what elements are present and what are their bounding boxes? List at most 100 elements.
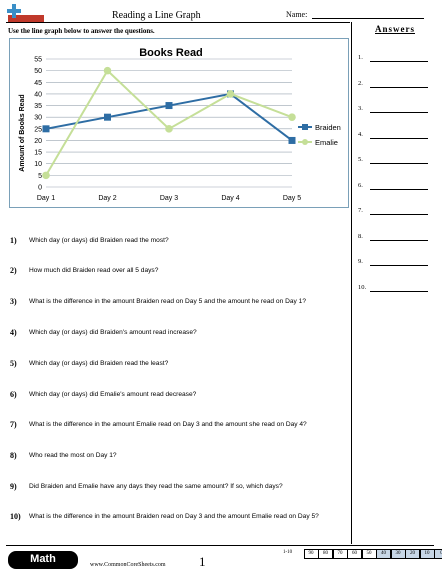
- data-point-emalie: [226, 90, 235, 98]
- score-box: 90: [303, 549, 319, 559]
- y-tick-label: 10: [34, 161, 42, 168]
- score-box: 10: [419, 549, 435, 559]
- score-box: 0: [434, 549, 442, 559]
- question-text: What is the difference in the amount Ema…: [29, 421, 307, 428]
- question-text: What is the difference in the amount Bra…: [29, 298, 306, 305]
- score-box: 30: [390, 549, 406, 559]
- x-tick-label: Day 3: [160, 195, 178, 202]
- answer-number: 2.: [358, 79, 363, 87]
- legend-label: Emalie: [315, 138, 338, 147]
- data-point-emalie: [103, 66, 112, 75]
- data-point-braiden: [42, 125, 50, 133]
- data-point-braiden: [104, 113, 111, 121]
- question-text: Did Braiden and Emalie have any days the…: [29, 483, 283, 490]
- data-point-braiden: [165, 102, 173, 110]
- answer-number: 3.: [358, 105, 363, 112]
- data-point-braiden: [288, 136, 296, 144]
- chart-title: Books Read: [139, 47, 203, 59]
- question-number: 1): [10, 236, 17, 245]
- answer-number: 1.: [358, 54, 363, 61]
- answers-title: Answers: [375, 24, 415, 34]
- legend-marker: [302, 139, 308, 145]
- x-tick-label: Day 1: [37, 195, 55, 202]
- y-tick-label: 55: [34, 57, 42, 64]
- y-axis-label: Amount of Books Read: [19, 94, 26, 171]
- y-tick-label: 0: [38, 185, 42, 192]
- score-box: 20: [405, 549, 420, 559]
- header-divider: [6, 22, 350, 23]
- question-text: Which day (or days) did Emalie's amount …: [29, 391, 197, 398]
- answer-line[interactable]: [370, 61, 428, 62]
- math-badge: Math: [8, 551, 78, 569]
- y-tick-label: 35: [34, 103, 42, 110]
- answer-line[interactable]: [370, 137, 428, 139]
- answer-line[interactable]: [370, 163, 428, 164]
- question-number: 6): [10, 390, 17, 399]
- legend-marker: [302, 124, 308, 130]
- answer-number: 6.: [358, 181, 363, 189]
- question-number: 9): [10, 482, 17, 491]
- score-box: 40: [376, 549, 391, 559]
- answer-line[interactable]: [370, 214, 428, 215]
- site-url: www.CommonCoreSheets.com: [90, 562, 166, 568]
- answer-line[interactable]: [370, 290, 428, 292]
- answer-number: 9.: [358, 258, 363, 265]
- x-tick-label: Day 2: [98, 195, 116, 202]
- question-text: How much did Braiden read over all 5 day…: [29, 267, 159, 274]
- answer-line[interactable]: [370, 86, 428, 88]
- y-tick-label: 50: [34, 68, 42, 75]
- question-number: 4): [10, 328, 17, 337]
- answer-line[interactable]: [370, 112, 428, 113]
- answer-line[interactable]: [370, 188, 428, 190]
- instructions: Use the line graph below to answer the q…: [8, 27, 155, 35]
- question-text: Who read the most on Day 1?: [29, 452, 117, 459]
- question-text: Which day (or days) did Braiden's amount…: [29, 329, 197, 336]
- answer-number: 5.: [358, 156, 363, 163]
- name-field-line[interactable]: [312, 18, 424, 19]
- y-tick-label: 15: [34, 150, 42, 157]
- worksheet-title: Reading a Line Graph: [112, 10, 201, 21]
- question-text: Which day (or days) did Braiden read the…: [29, 360, 169, 367]
- subject-label: Math: [30, 553, 56, 565]
- answer-number: 4.: [358, 130, 363, 138]
- question-number: 10): [10, 512, 21, 521]
- question-number: 2): [10, 266, 17, 275]
- y-tick-label: 5: [38, 173, 42, 180]
- answer-line[interactable]: [370, 265, 428, 266]
- books-read-line-chart: 0 5 10 15 20 25 30 35 40 45 50 55 Day 1 Day 2 Day 3 Da…: [19, 47, 341, 202]
- score-box: 60: [347, 549, 362, 559]
- answer-number: 10.: [358, 283, 367, 291]
- data-point-emalie: [165, 125, 173, 133]
- question-number: 5): [10, 359, 17, 368]
- series-line-emalie: [45, 69, 293, 176]
- question-number: 3): [10, 297, 17, 306]
- score-range: 1-10: [283, 550, 293, 555]
- x-tick-label: Day 4: [221, 195, 239, 202]
- data-point-emalie: [288, 113, 296, 121]
- page-number: 1: [199, 554, 206, 569]
- y-tick-label: 45: [34, 80, 42, 87]
- math-plus-logo: [7, 4, 44, 23]
- legend-label: Braiden: [315, 123, 341, 132]
- question-text: What is the difference in the amount Bra…: [29, 513, 319, 520]
- question-text: Which day (or days) did Braiden read the…: [29, 237, 169, 244]
- y-tick-label: 25: [34, 126, 42, 133]
- question-number: 8): [10, 451, 17, 460]
- y-tick-label: 20: [34, 138, 42, 145]
- answers-divider: [351, 22, 352, 544]
- answer-line[interactable]: [370, 239, 428, 241]
- x-tick-label: Day 5: [283, 195, 301, 202]
- score-table: 90 80 70 60 50 40 30 20 10 0: [303, 549, 442, 559]
- score-box: 50: [361, 549, 377, 559]
- footer-divider: [6, 545, 434, 546]
- score-box: 80: [318, 549, 333, 559]
- data-point-emalie: [42, 171, 50, 180]
- name-label: Name:: [286, 10, 308, 19]
- y-tick-label: 30: [34, 115, 42, 122]
- answer-number: 7.: [358, 207, 363, 214]
- y-tick-label: 40: [34, 91, 42, 98]
- score-box: 70: [332, 549, 348, 559]
- question-number: 7): [10, 420, 17, 429]
- answer-number: 8.: [358, 232, 363, 240]
- chart-frame: 0 5 10 15 20 25 30 35 40 45 50 55 Day 1 Day 2 Day 3 Da…: [9, 38, 349, 208]
